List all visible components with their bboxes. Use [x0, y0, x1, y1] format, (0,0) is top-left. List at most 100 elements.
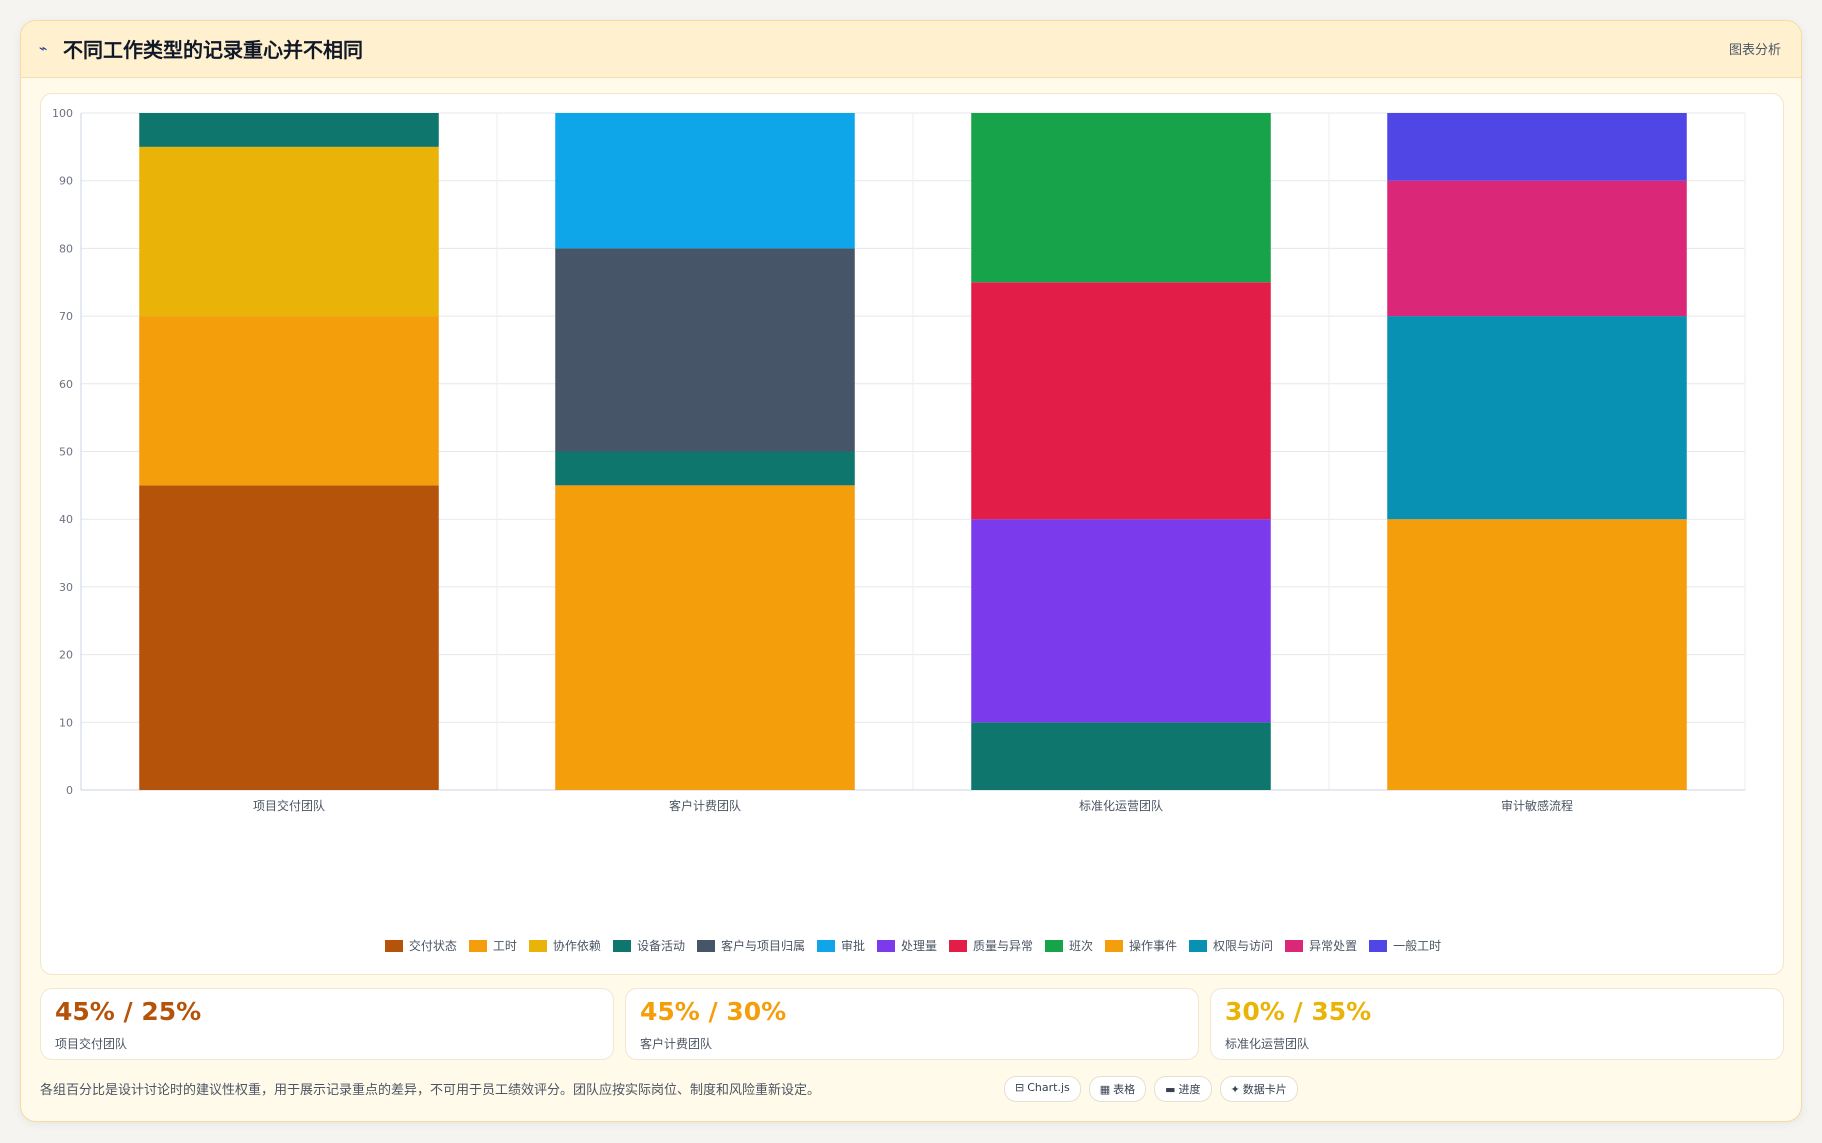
- y-tick-label: 50: [59, 446, 73, 459]
- bar-segment: [1387, 316, 1687, 520]
- bar-segment: [139, 316, 439, 486]
- chart-panel: ⌁ 不同工作类型的记录重心并不相同 图表分析 0 10 20 30 40 50 60 70 80…: [20, 20, 1802, 1122]
- legend-label: 协作依赖: [552, 939, 601, 953]
- legend-label: 权限与访问: [1213, 939, 1274, 953]
- bar-segment: [971, 722, 1271, 790]
- legend-swatch: [1285, 939, 1304, 952]
- footnote: 各组百分比是设计讨论时的建议性权重，用于展示记录重点的差异，不可用于员工绩效评分…: [40, 1083, 821, 1098]
- y-tick-label: 40: [59, 513, 73, 526]
- y-tick-label: 0: [66, 784, 73, 797]
- bar-segment: [555, 485, 855, 790]
- x-tick-label: 审计敏感流程: [1501, 798, 1573, 813]
- stat-card: 45% / 30% 客户计费团队: [625, 988, 1199, 1060]
- progress-icon: ▬: [1165, 1083, 1176, 1096]
- stacked-bar-chart: 0 10 20 30 40 50 60 70 80 90 100 项目交付团队 客户计费团队 标准化运营团…: [52, 107, 1746, 813]
- bar-segment: [1387, 180, 1687, 317]
- legend-label: 审批: [840, 939, 865, 953]
- legend-item[interactable]: 操作事件: [1105, 937, 1177, 954]
- stat-label: 项目交付团队: [55, 1037, 128, 1051]
- bar-segment: [971, 113, 1271, 283]
- y-tick-label: 80: [59, 242, 73, 255]
- bar-segment: [971, 282, 1271, 520]
- legend-item[interactable]: 权限与访问: [1189, 937, 1273, 954]
- legend-label: 异常处置: [1309, 939, 1358, 953]
- chart-legend: 交付状态 工时 协作依赖 设备活动 客户与项目归属 审批 处理量 质量与异常 班次 操作事件 权限与…: [41, 937, 1785, 954]
- stat-value: 30% / 35%: [1225, 997, 1372, 1026]
- legend-label: 质量与异常: [973, 939, 1034, 953]
- legend-item[interactable]: 协作依赖: [528, 937, 601, 954]
- legend-item[interactable]: 交付状态: [384, 937, 457, 954]
- legend-swatch: [816, 939, 835, 952]
- y-tick-label: 90: [59, 175, 73, 188]
- legend-label: 班次: [1069, 939, 1094, 953]
- legend-swatch: [949, 939, 967, 952]
- legend-item[interactable]: 一般工时: [1369, 937, 1441, 954]
- legend-label: 客户与项目归属: [720, 939, 805, 953]
- legend-item[interactable]: 设备活动: [612, 937, 685, 954]
- legend-swatch: [468, 939, 487, 952]
- bar-segment: [139, 113, 439, 147]
- tag-data-card[interactable]: ✦ 数据卡片: [1219, 1076, 1298, 1102]
- legend-label: 操作事件: [1129, 939, 1178, 953]
- bar-segment: [555, 248, 855, 452]
- x-tick-label: 客户计费团队: [669, 798, 741, 813]
- chart-analysis-link[interactable]: 图表分析: [1728, 43, 1781, 58]
- bar-segment: [1387, 519, 1687, 790]
- legend-swatch: [384, 939, 403, 952]
- chart-card: 0 10 20 30 40 50 60 70 80 90 100 项目交付团队 客户计费团队 标准化运营团…: [40, 93, 1784, 975]
- legend-label: 一般工时: [1393, 939, 1442, 953]
- y-tick-label: 60: [59, 378, 73, 391]
- tag-list: ⊟ Chart.js ▦ 表格 ▬ 进度 ✦ 数据卡片: [1004, 1076, 1298, 1102]
- legend-swatch: [1045, 939, 1064, 952]
- y-tick-label: 20: [59, 649, 73, 662]
- legend-item[interactable]: 异常处置: [1285, 937, 1357, 954]
- legend-label: 设备活动: [636, 939, 685, 953]
- legend-item[interactable]: 班次: [1045, 937, 1093, 954]
- x-tick-label: 项目交付团队: [253, 798, 325, 813]
- stat-card: 30% / 35% 标准化运营团队: [1210, 988, 1784, 1060]
- panel-header: ⌁ 不同工作类型的记录重心并不相同 图表分析: [21, 21, 1801, 78]
- bar-segment: [555, 451, 855, 486]
- legend-item[interactable]: 客户与项目归属: [696, 937, 805, 954]
- y-tick-label: 70: [59, 310, 73, 323]
- bar-segment: [139, 485, 439, 790]
- chart-line-icon: ⌁: [39, 41, 48, 57]
- stat-label: 标准化运营团队: [1225, 1037, 1310, 1051]
- legend-swatch: [876, 939, 895, 952]
- tag-table[interactable]: ▦ 表格: [1088, 1076, 1147, 1102]
- panel-title: 不同工作类型的记录重心并不相同: [63, 38, 363, 62]
- bar-segment: [1387, 113, 1687, 181]
- tag-label: 表格: [1113, 1083, 1136, 1096]
- stat-value: 45% / 30%: [640, 997, 787, 1026]
- bar-segment: [971, 519, 1271, 723]
- tag-chartjs[interactable]: ⊟ Chart.js: [1004, 1076, 1081, 1102]
- y-tick-label: 100: [52, 107, 73, 120]
- stat-label: 客户计费团队: [640, 1037, 713, 1051]
- table-icon: ▦: [1099, 1083, 1111, 1096]
- legend-swatch: [1105, 939, 1124, 952]
- tag-label: Chart.js: [1027, 1081, 1070, 1094]
- bar-segment: [139, 146, 439, 317]
- legend-item[interactable]: 工时: [468, 937, 517, 954]
- legend-label: 工时: [492, 939, 517, 953]
- x-tick-label: 标准化运营团队: [1079, 798, 1163, 813]
- legend-swatch: [612, 939, 631, 952]
- y-tick-label: 10: [59, 716, 73, 729]
- legend-item[interactable]: 处理量: [876, 937, 937, 954]
- tag-progress[interactable]: ▬ 进度: [1154, 1076, 1212, 1102]
- sparkle-icon: ✦: [1230, 1083, 1240, 1096]
- tag-label: 进度: [1178, 1083, 1201, 1096]
- legend-item[interactable]: 质量与异常: [949, 937, 1033, 954]
- legend-label: 交付状态: [408, 939, 457, 953]
- stat-card: 45% / 25% 项目交付团队: [40, 988, 614, 1060]
- legend-item[interactable]: 审批: [816, 937, 865, 954]
- bar-segment: [555, 113, 855, 249]
- y-tick-label: 30: [59, 581, 73, 594]
- tag-label: 数据卡片: [1242, 1083, 1287, 1096]
- stat-value: 45% / 25%: [55, 997, 202, 1026]
- chart-icon: ⊟: [1015, 1081, 1025, 1094]
- legend-label: 处理量: [900, 939, 937, 953]
- legend-swatch: [1369, 939, 1388, 952]
- legend-swatch: [696, 939, 715, 952]
- legend-swatch: [1189, 939, 1208, 952]
